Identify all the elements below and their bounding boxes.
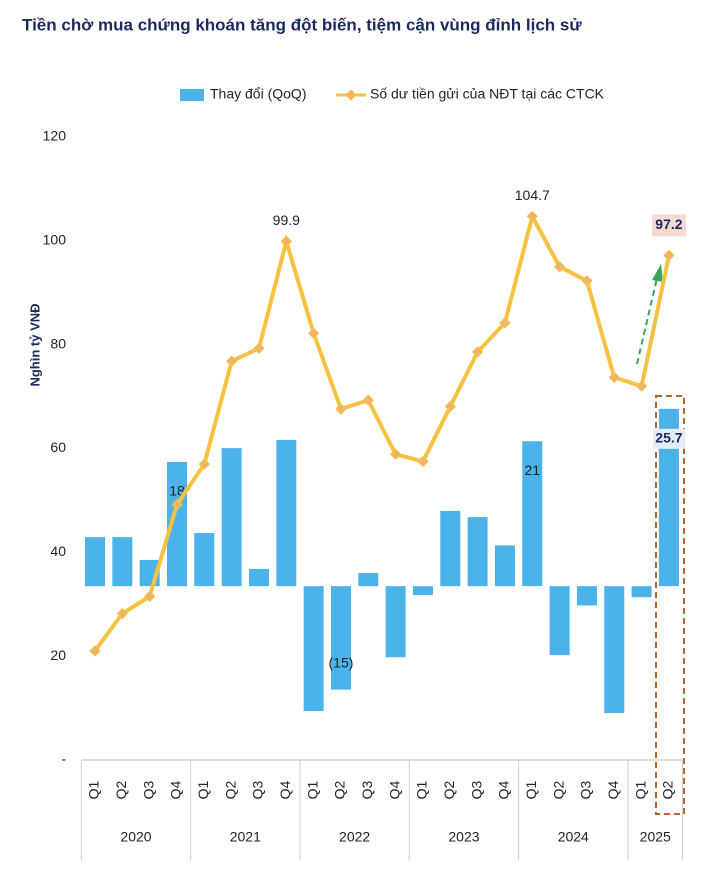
line-marker <box>389 448 402 460</box>
bar-value-label: 18 <box>169 483 185 499</box>
x-group-label: 2023 <box>448 829 479 845</box>
bar <box>440 510 461 587</box>
x-tick-label: Q3 <box>250 780 266 799</box>
line-marker <box>171 498 183 511</box>
bar <box>631 586 652 598</box>
x-group-label: 2020 <box>120 829 151 845</box>
x-group-label: 2025 <box>640 829 671 845</box>
line-marker <box>444 400 456 413</box>
x-tick-label: Q4 <box>277 780 293 799</box>
bar <box>494 545 515 587</box>
line-marker <box>499 317 511 329</box>
bar <box>358 573 379 587</box>
y-tick-label: 60 <box>50 439 66 455</box>
bar-value-label: 21 <box>524 462 540 478</box>
bar <box>467 517 488 587</box>
x-tick-label: Q4 <box>168 780 184 799</box>
bar <box>221 448 242 587</box>
line-marker <box>116 607 129 620</box>
bar <box>248 568 269 587</box>
line-value-label: 104.7 <box>515 187 550 203</box>
chart-title: Tiền chờ mua chứng khoán tăng đột biến, … <box>22 15 582 34</box>
x-tick-label: Q4 <box>496 780 512 799</box>
bar <box>522 441 543 587</box>
line-marker <box>253 342 265 355</box>
x-tick-label: Q4 <box>605 780 621 799</box>
x-group-label: 2021 <box>230 829 261 845</box>
y-tick-label: 20 <box>50 647 66 663</box>
x-tick-label: Q2 <box>113 780 129 799</box>
bar <box>166 461 187 587</box>
legend-label: Thay đổi (QoQ) <box>210 86 306 102</box>
bar <box>112 537 133 587</box>
bar <box>549 586 570 656</box>
bar-value-label: 25.7 <box>655 430 682 446</box>
line-marker <box>553 261 566 273</box>
line-marker <box>635 380 648 392</box>
x-tick-label: Q2 <box>441 780 457 799</box>
y-tick-label: 120 <box>43 128 67 144</box>
line-marker <box>280 235 293 248</box>
legend-swatch <box>180 89 204 101</box>
x-tick-label: Q1 <box>195 780 211 799</box>
x-tick-label: Q1 <box>632 780 648 799</box>
trend-arrow-head <box>652 264 663 282</box>
line-marker <box>581 275 593 287</box>
bar <box>303 586 324 712</box>
bar <box>276 439 297 587</box>
bar <box>576 586 597 606</box>
line-marker <box>471 346 484 358</box>
line <box>93 211 671 653</box>
x-tick-label: Q2 <box>332 780 348 799</box>
bar <box>330 586 351 690</box>
x-tick-label: Q3 <box>578 780 594 799</box>
y-tick-label: - <box>61 751 66 767</box>
line-marker <box>663 249 675 262</box>
line-marker <box>362 394 375 406</box>
highlight-box <box>655 395 685 815</box>
line-marker <box>198 458 211 470</box>
x-group-label: 2022 <box>339 829 370 845</box>
bar <box>194 533 215 587</box>
x-tick-label: Q2 <box>660 780 676 799</box>
legend-label: Số dư tiền gửi của NĐT tại các CTCK <box>370 86 605 102</box>
y-tick-label: 40 <box>50 543 66 559</box>
x-tick-label: Q2 <box>550 780 566 799</box>
x-tick-label: Q1 <box>304 780 320 799</box>
x-group-label: 2024 <box>558 829 589 845</box>
line-marker <box>143 590 156 603</box>
line-value-label: 99.9 <box>273 212 300 228</box>
line-marker <box>417 455 429 468</box>
line-marker <box>335 403 347 415</box>
legend-marker <box>345 89 357 101</box>
bar <box>658 408 679 587</box>
x-tick-label: Q3 <box>140 780 156 799</box>
line-marker <box>307 327 320 339</box>
x-tick-label: Q3 <box>468 780 484 799</box>
x-tick-label: Q4 <box>386 780 402 799</box>
x-tick-label: Q1 <box>86 780 102 799</box>
x-tick-label: Q2 <box>222 780 238 799</box>
x-tick-label: Q1 <box>523 780 539 799</box>
bar <box>604 586 625 714</box>
trend-arrow <box>636 277 658 365</box>
bar-value-label: (15) <box>329 654 354 670</box>
y-tick-label: 100 <box>43 232 67 248</box>
line-marker <box>608 371 620 384</box>
y-tick-label: 80 <box>50 335 66 351</box>
bar <box>385 586 406 658</box>
line-marker <box>89 645 101 657</box>
bar <box>85 537 105 587</box>
y-axis-label: Nghìn tỷ VNĐ <box>27 303 42 386</box>
label-box <box>652 428 685 449</box>
line-marker <box>526 210 538 223</box>
line-value-label: 97.2 <box>655 216 682 232</box>
x-tick-label: Q3 <box>359 780 375 799</box>
x-tick-label: Q1 <box>414 780 430 799</box>
bar <box>412 586 433 596</box>
label-box <box>651 214 686 237</box>
line-marker <box>225 355 238 367</box>
